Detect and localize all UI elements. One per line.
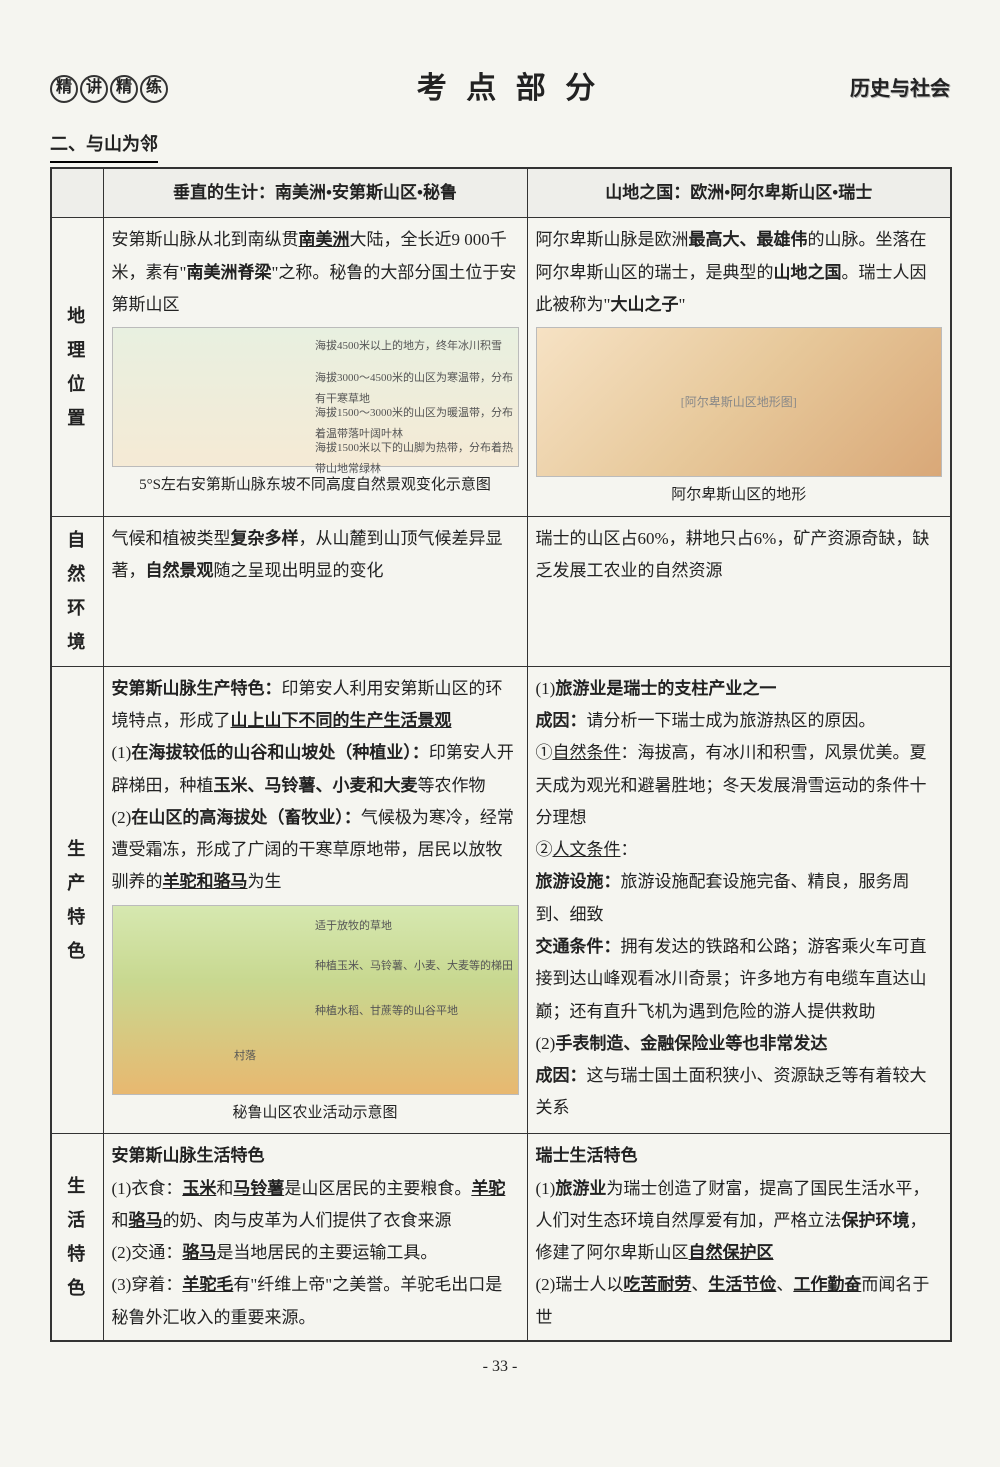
peru-farm-caption: 秘鲁山区农业活动示意图 <box>112 1099 519 1128</box>
row-label-life: 生活特色 <box>51 1134 103 1341</box>
peru-farming-diagram: 适于放牧的草地 种植玉米、马铃薯、小麦、大麦等的梯田 种植水稻、甘蔗等的山谷平地… <box>112 905 519 1095</box>
life-left: 安第斯山脉生活特色(1)衣食：玉米和马铃薯是山区居民的主要粮食。羊驼和骆马的奶、… <box>103 1134 527 1341</box>
row-label-prod: 生产特色 <box>51 666 103 1134</box>
alps-caption: 阿尔卑斯山区的地形 <box>536 481 943 510</box>
geo-left-text: 安第斯山脉从北到南纵贯南美洲大陆，全长近9 000千米，素有"南美洲脊梁"之称。… <box>112 224 519 321</box>
badge-1: 精 <box>50 75 78 103</box>
env-left: 气候和植被类型复杂多样，从山麓到山顶气候差异显著，自然景观随之呈现出明显的变化 <box>103 516 527 666</box>
alps-map: [阿尔卑斯山区地形图] <box>536 327 943 477</box>
env-right: 瑞士的山区占60%，耕地只占6%，矿产资源奇缺，缺乏发展工农业的自然资源 <box>527 516 951 666</box>
section-title: 二、与山为邻 <box>50 127 158 163</box>
geo-right-text: 阿尔卑斯山脉是欧洲最高大、最雄伟的山脉。坐落在阿尔卑斯山区的瑞士，是典型的山地之… <box>536 224 943 321</box>
life-right: 瑞士生活特色(1)旅游业为瑞士创造了财富，提高了国民生活水平，人们对生态环境自然… <box>527 1134 951 1341</box>
center-title: 考 点 部 分 <box>417 60 602 117</box>
col-header-left: 垂直的生计：南美洲•安第斯山区•秘鲁 <box>103 168 527 218</box>
col-header-right: 山地之国：欧洲•阿尔卑斯山区•瑞士 <box>527 168 951 218</box>
row-label-geo: 地理位置 <box>51 218 103 516</box>
title-badges: 精 讲 精 练 <box>50 75 168 103</box>
page-header: 精 讲 精 练 考 点 部 分 历史与社会 <box>50 60 950 117</box>
prod-right: (1)旅游业是瑞士的支柱产业之一成因：请分析一下瑞士成为旅游热区的原因。①自然条… <box>527 666 951 1134</box>
comparison-table: 垂直的生计：南美洲•安第斯山区•秘鲁 山地之国：欧洲•阿尔卑斯山区•瑞士 地理位… <box>50 167 952 1342</box>
prod-left-text: 安第斯山脉生产特色：印第安人利用安第斯山区的环境特点，形成了山上山下不同的生产生… <box>112 673 519 899</box>
geo-right-cell: 阿尔卑斯山脉是欧洲最高大、最雄伟的山脉。坐落在阿尔卑斯山区的瑞士，是典型的山地之… <box>527 218 951 516</box>
geo-left-cell: 安第斯山脉从北到南纵贯南美洲大陆，全长近9 000千米，素有"南美洲脊梁"之称。… <box>103 218 527 516</box>
corner-cell <box>51 168 103 218</box>
page-number: - 33 - <box>50 1352 950 1382</box>
andes-elevation-diagram: 海拔4500米以上的地方，终年冰川积雪 海拔3000～4500米的山区为寒温带，… <box>112 327 519 467</box>
badge-2: 讲 <box>80 75 108 103</box>
row-label-env: 自然环境 <box>51 516 103 666</box>
subject-title: 历史与社会 <box>850 70 950 108</box>
badge-4: 练 <box>140 75 168 103</box>
badge-3: 精 <box>110 75 138 103</box>
prod-left-cell: 安第斯山脉生产特色：印第安人利用安第斯山区的环境特点，形成了山上山下不同的生产生… <box>103 666 527 1134</box>
